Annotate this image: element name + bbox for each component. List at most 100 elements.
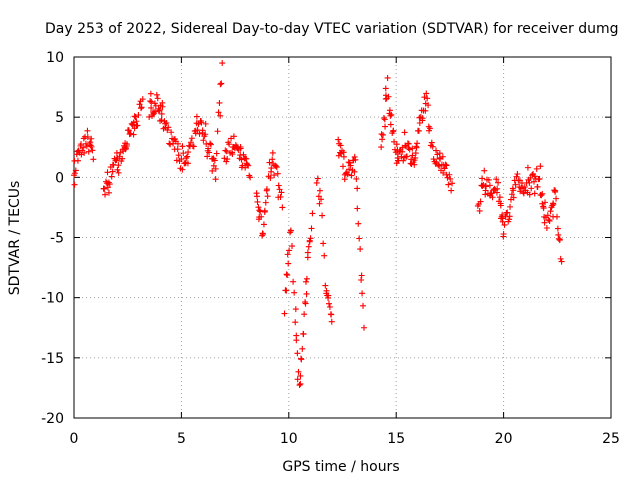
data-point <box>325 292 332 299</box>
data-point <box>184 153 191 160</box>
data-point <box>354 205 361 212</box>
data-point <box>215 109 222 116</box>
data-point <box>242 164 249 171</box>
data-point <box>378 144 385 151</box>
data-point <box>289 243 296 250</box>
data-point <box>84 134 91 141</box>
data-point <box>206 149 213 156</box>
data-point <box>423 90 430 97</box>
data-point <box>436 163 443 170</box>
data-point <box>102 191 109 198</box>
data-point <box>222 147 229 154</box>
x-axis-ticks: 0 5 10 15 20 25 <box>70 57 620 447</box>
data-point <box>360 324 367 331</box>
data-point <box>272 163 279 170</box>
data-point <box>213 150 220 157</box>
data-point <box>500 233 507 240</box>
data-point <box>245 162 252 169</box>
data-point <box>190 143 197 150</box>
data-point <box>135 112 142 119</box>
data-point <box>122 146 129 153</box>
data-point <box>335 136 342 143</box>
data-point <box>275 182 282 189</box>
data-point <box>295 368 302 375</box>
data-point <box>353 175 360 182</box>
data-point <box>105 189 112 196</box>
data-point <box>325 300 332 307</box>
data-point <box>326 303 333 310</box>
data-point <box>493 189 500 196</box>
data-point <box>339 163 346 170</box>
data-point <box>305 243 312 250</box>
data-point <box>382 85 389 92</box>
data-point <box>247 174 254 181</box>
data-point <box>385 93 392 100</box>
data-point <box>550 201 557 208</box>
data-point <box>479 175 486 182</box>
data-point <box>538 192 545 199</box>
data-point <box>534 183 541 190</box>
data-point <box>196 130 203 137</box>
data-point <box>382 92 389 99</box>
data-point <box>381 116 388 123</box>
data-point <box>419 117 426 124</box>
data-point <box>219 60 226 67</box>
data-point <box>556 237 563 244</box>
data-point <box>226 141 233 148</box>
y-tick-label: -5 <box>50 231 64 247</box>
data-point <box>165 124 172 131</box>
data-point <box>179 166 186 173</box>
data-point <box>164 127 171 134</box>
data-point <box>292 319 299 326</box>
data-point <box>114 166 121 173</box>
data-point <box>359 290 366 297</box>
y-tick-label: 10 <box>46 50 64 66</box>
data-point <box>137 105 144 112</box>
data-point <box>72 167 79 174</box>
x-tick-label: 25 <box>602 431 620 447</box>
data-point <box>409 145 416 152</box>
data-point <box>526 191 533 198</box>
data-point <box>337 142 344 149</box>
data-point <box>267 174 274 181</box>
data-point <box>554 225 561 232</box>
chart-title: Day 253 of 2022, Sidereal Day-to-day VTE… <box>45 21 619 37</box>
data-point <box>555 231 562 238</box>
data-point <box>255 204 262 211</box>
data-point <box>296 382 303 389</box>
data-point <box>90 156 97 163</box>
data-point <box>283 287 290 294</box>
data-point <box>405 140 412 147</box>
data-point <box>348 172 355 179</box>
data-point <box>531 173 538 180</box>
data-point <box>497 202 504 209</box>
data-point <box>340 149 347 156</box>
data-point <box>346 159 353 166</box>
data-point <box>524 164 531 171</box>
data-point <box>302 278 309 285</box>
x-tick-label: 20 <box>495 431 513 447</box>
data-point <box>378 131 385 138</box>
data-point <box>268 165 275 172</box>
data-point <box>537 163 544 170</box>
data-point <box>194 126 201 133</box>
data-point <box>80 144 87 151</box>
data-point <box>218 80 225 87</box>
data-point <box>173 157 180 164</box>
data-point <box>360 302 367 309</box>
data-point <box>101 185 108 192</box>
data-point <box>109 168 116 175</box>
data-point <box>207 141 214 148</box>
data-point <box>202 120 209 127</box>
data-point <box>223 148 230 155</box>
data-point <box>406 146 413 153</box>
data-point <box>256 207 263 214</box>
data-point <box>428 139 435 146</box>
data-point <box>297 372 304 379</box>
data-point <box>299 345 306 352</box>
data-point <box>291 289 298 296</box>
data-point <box>544 212 551 219</box>
data-point <box>547 208 554 215</box>
data-point <box>481 167 488 174</box>
data-point <box>540 205 547 212</box>
